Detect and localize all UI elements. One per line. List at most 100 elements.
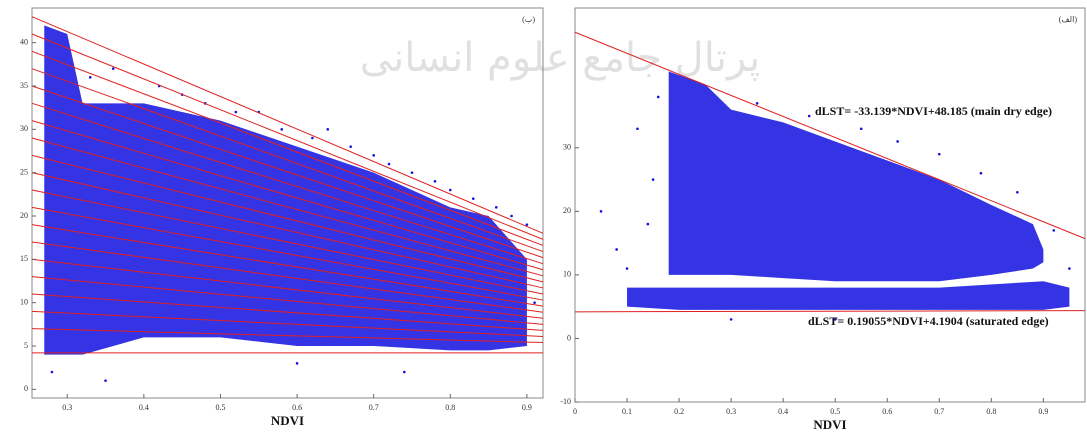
edge-line [31,224,544,307]
edge-line [31,241,544,313]
scatter-point [896,140,899,143]
y-tick-label: 10 [20,297,28,306]
scatter-point [311,136,314,140]
scatter-point [510,214,513,218]
scatter-point [111,67,115,70]
x-tick-label: 0.5 [830,407,840,416]
edge-line [574,31,1086,240]
scatter-point [403,370,406,374]
y-tick-label: 5 [24,341,28,350]
scatter-point [533,301,536,304]
annotation: dLST= 0.19055*NDVI+4.1904 (saturated edg… [808,314,1049,328]
scatter-point [50,370,54,374]
scatter-point [1068,267,1071,270]
y-tick-label: 35 [20,81,28,90]
y-tick-label: 0 [567,333,571,342]
scatter-point [615,248,618,251]
x-tick-label: 0.1 [622,407,632,416]
plot-frame [574,7,1086,403]
scatter-point [471,197,475,200]
edge-line [31,50,544,246]
y-tick-label: 20 [563,206,571,215]
scatter-point [88,76,92,79]
point-cloud [44,25,527,355]
edge-line [574,310,1086,313]
x-tick-label: 0.7 [934,407,944,416]
x-tick-label: 0.9 [522,403,532,412]
scatter-point [755,102,759,105]
scatter-point [646,222,650,226]
y-tick-label: 30 [20,124,28,133]
edge-line [31,33,544,240]
panel-label: (الف) [1059,15,1078,24]
scatter-point [729,318,733,321]
edge-line [31,328,544,344]
edge-line [31,293,544,331]
scatter-point [234,110,238,114]
x-tick-label: 0.3 [62,403,72,412]
x-tick-label: 0.8 [445,403,455,412]
scatter-point [448,188,452,192]
scatter-point [651,178,655,181]
scatter-point [1052,229,1056,232]
edge-line [31,172,544,289]
point-cloud [668,71,1044,282]
x-tick-label: 0 [573,407,577,416]
edge-line [31,276,544,325]
scatter-point [104,379,107,382]
y-tick-label: 20 [20,211,28,220]
scatter-point [979,171,983,175]
scatter-point [656,95,660,99]
scatter-point [833,318,837,321]
y-tick-label: 0 [24,384,28,393]
edge-line [31,189,544,295]
scatter-point [1016,190,1019,194]
y-tick-label: -10 [560,397,571,406]
plot-frame [31,7,544,399]
x-tick-label: 0.6 [882,407,892,416]
scatter-point [280,128,284,131]
scatter-point [410,171,414,174]
scatter-point [525,223,529,226]
y-tick-label: 10 [563,270,571,279]
x-axis-title: NDVI [271,413,304,428]
edge-line [31,68,544,253]
scatter-point [937,152,941,156]
y-tick-label: 30 [563,143,571,152]
x-tick-label: 0.3 [726,407,736,416]
scatter-point [636,127,639,131]
edge-line [31,137,544,277]
x-tick-label: 0.6 [292,403,302,412]
scatter-point [433,180,437,183]
edge-line [31,16,544,234]
x-tick-label: 0.5 [215,403,225,412]
scatter-point [349,145,353,148]
scatter-point [387,162,391,166]
y-tick-label: 25 [20,167,28,176]
x-axis-title: NDVI [813,417,846,432]
scatter-point [372,154,375,157]
y-tick-label: 40 [20,37,28,46]
panel-label: (ب) [522,15,535,24]
x-tick-label: 0.9 [1038,407,1048,416]
scatter-point [494,206,498,209]
scatter-point [326,128,330,131]
x-tick-label: 0.2 [674,407,684,416]
edge-line [31,120,544,271]
y-tick-label: 15 [20,254,28,263]
edge-line [31,102,544,265]
x-tick-label: 0.7 [369,403,379,412]
scatter-point [625,267,629,270]
scatter-point [807,114,811,118]
scatter-point [859,127,863,131]
edge-line [31,206,544,301]
point-cloud [627,281,1070,310]
edge-line [31,85,544,259]
edge-line [31,258,544,319]
watermark: پرتال جامع علوم انسانی [360,35,761,81]
x-tick-label: 0.4 [778,407,788,416]
scatter-point [599,210,603,213]
edge-line [31,310,544,337]
edge-line [31,154,544,283]
